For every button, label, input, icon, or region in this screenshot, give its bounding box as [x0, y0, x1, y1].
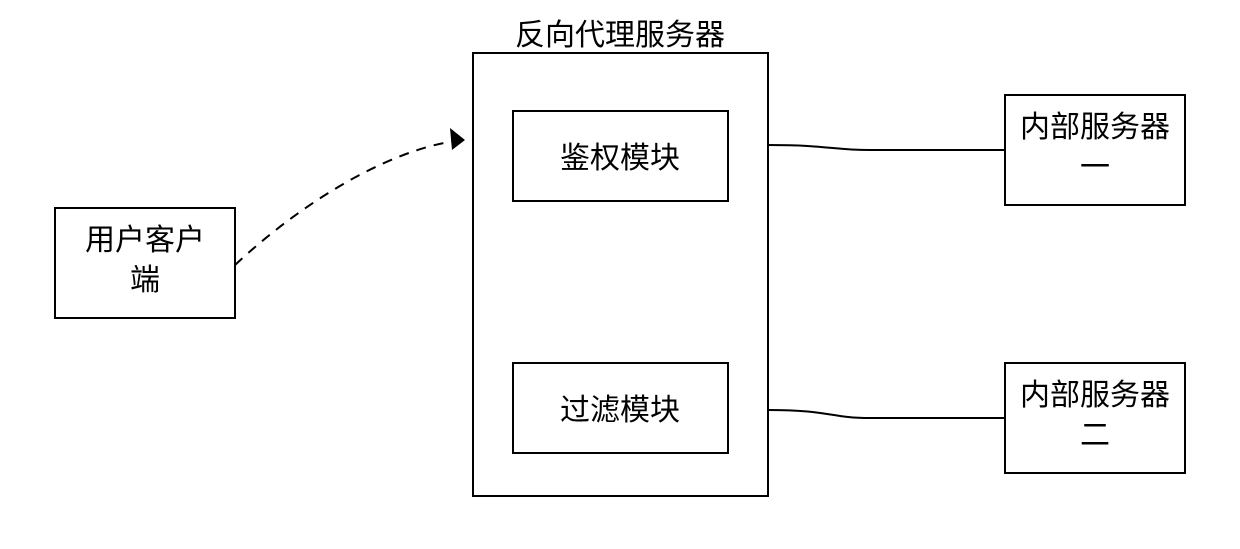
dashed-arrow-head — [450, 128, 465, 150]
curve-to-server2 — [768, 410, 1005, 418]
server2-node: 内部服务器 二 — [1005, 363, 1185, 473]
client-label-line2: 端 — [130, 264, 160, 297]
filter-label: 过滤模块 — [560, 394, 680, 427]
dashed-arrow-path — [235, 140, 465, 265]
client-label-line1: 用户客户 — [85, 224, 205, 257]
dashed-arrow — [235, 128, 465, 265]
server1-label-line1: 内部服务器 — [1020, 111, 1170, 144]
diagram-canvas: 用户客户 端 反向代理服务器 鉴权模块 过滤模块 内部服务器 一 内部服务器 二 — [0, 0, 1240, 549]
server2-label-line2: 二 — [1080, 419, 1110, 452]
client-node: 用户客户 端 — [55, 208, 235, 318]
proxy-node: 反向代理服务器 鉴权模块 过滤模块 — [473, 19, 768, 496]
server1-node: 内部服务器 一 — [1005, 95, 1185, 205]
curve-to-server1 — [768, 145, 1005, 150]
proxy-title: 反向代理服务器 — [515, 19, 725, 52]
server1-label-line2: 一 — [1080, 151, 1110, 184]
server2-label-line1: 内部服务器 — [1020, 379, 1170, 412]
proxy-box — [473, 53, 768, 496]
auth-label: 鉴权模块 — [560, 142, 680, 175]
